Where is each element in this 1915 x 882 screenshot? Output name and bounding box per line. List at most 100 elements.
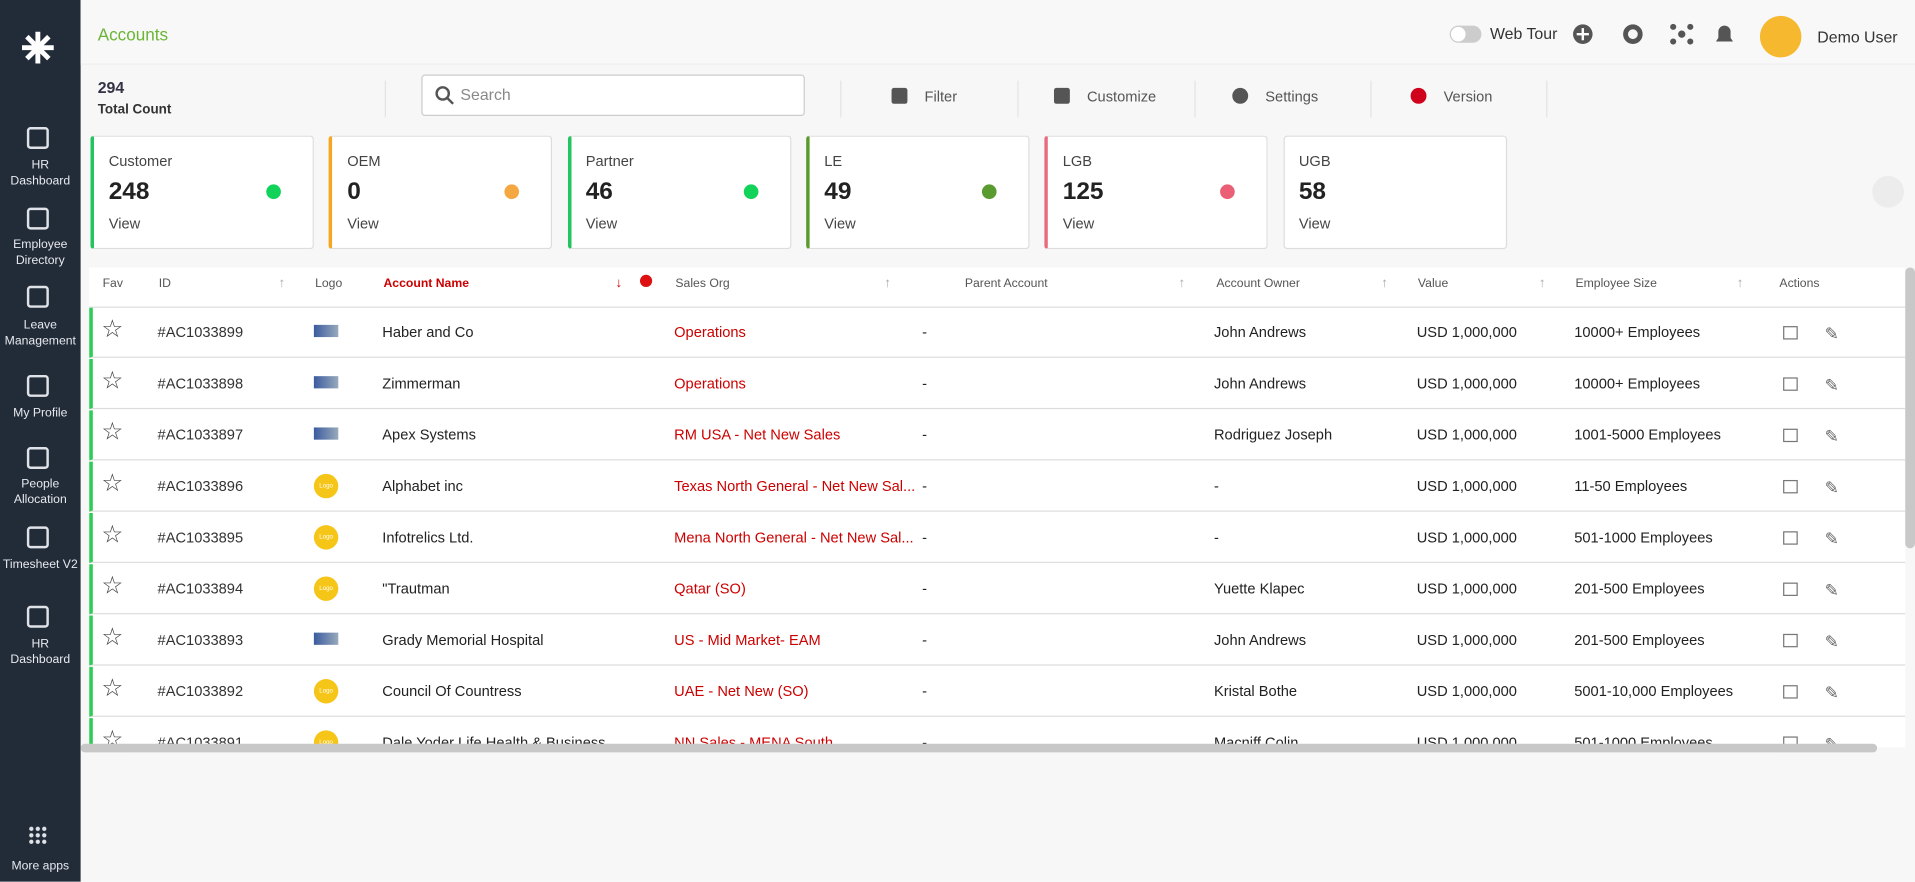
sidebar-item[interactable]: Timesheet V2 [2, 558, 78, 572]
fav-star[interactable]: ☆ [101, 418, 124, 446]
fav-star[interactable]: ☆ [101, 675, 124, 703]
column-header[interactable]: Employee Size [1575, 277, 1657, 291]
account-name[interactable]: Infotrelics Ltd. [382, 528, 474, 546]
fav-star[interactable]: ☆ [101, 316, 124, 344]
fav-star[interactable]: ☆ [101, 470, 124, 498]
app-logo [21, 31, 54, 64]
fav-star[interactable]: ☆ [101, 367, 124, 395]
sidebar-icon[interactable] [26, 605, 49, 628]
sidebar-item[interactable]: People Allocation [13, 477, 67, 507]
edit-action[interactable]: ✎ [1824, 682, 1839, 703]
card-link[interactable]: View [585, 214, 618, 233]
card-link[interactable]: View [824, 214, 856, 233]
fav-star[interactable]: ☆ [101, 572, 124, 600]
sales-org: Mena North General - Net New Sal... [674, 528, 914, 546]
column-header[interactable]: ID [158, 277, 171, 291]
avatar[interactable] [1759, 15, 1802, 58]
view-action[interactable] [1783, 531, 1798, 545]
column-header[interactable]: Sales Org [675, 277, 730, 291]
edit-action[interactable]: ✎ [1824, 528, 1839, 549]
account-name[interactable]: Grady Memorial Hospital [382, 631, 544, 649]
card-link[interactable]: View [108, 214, 141, 233]
edit-action[interactable]: ✎ [1824, 426, 1839, 446]
edit-action[interactable]: ✎ [1824, 580, 1839, 600]
table-row[interactable]: ☆ #AC1033895 Logo Infotrelics Ltd. Mena Nort… [89, 512, 1906, 564]
header-icons[interactable] [1571, 22, 1742, 46]
sidebar-icon[interactable] [26, 207, 49, 230]
view-action[interactable] [1783, 685, 1798, 699]
account-name[interactable]: Haber and Co [382, 323, 474, 341]
view-action[interactable] [1783, 428, 1798, 443]
user-name[interactable]: Demo User [1817, 28, 1898, 47]
toolbar-button[interactable]: Version [1443, 87, 1493, 106]
fav-star[interactable]: ☆ [101, 521, 124, 549]
search-box[interactable]: Search [421, 74, 805, 117]
account-name[interactable]: Apex Systems [382, 426, 476, 444]
more-apps-icon[interactable] [28, 825, 48, 846]
sidebar-icon[interactable] [26, 127, 49, 149]
card-link[interactable]: View [1062, 214, 1095, 233]
column-header[interactable]: Logo [315, 277, 343, 291]
clear-sort[interactable] [639, 274, 653, 288]
account-name[interactable]: "Trautman [382, 580, 450, 598]
sidebar-icon[interactable] [26, 285, 49, 308]
summary-card[interactable]: UGB 58 View [1282, 135, 1507, 250]
sidebar-icon[interactable] [26, 526, 49, 549]
toolbar-icon[interactable] [1232, 87, 1249, 104]
toolbar-button[interactable]: Customize [1086, 87, 1157, 106]
summary-card[interactable]: Partner 46 View [567, 135, 791, 250]
sidebar-item[interactable]: HR Dashboard [10, 637, 71, 667]
summary-card[interactable]: Customer 248 View [90, 135, 314, 250]
logo-image [313, 632, 339, 645]
summary-card[interactable]: LE 49 View [805, 135, 1030, 250]
v-scrollbar[interactable] [1905, 267, 1915, 549]
view-action[interactable] [1783, 326, 1798, 340]
sidebar-item[interactable]: Leave Management [4, 318, 76, 349]
account-name[interactable]: Council Of Countress [382, 682, 522, 700]
card-link[interactable]: View [347, 214, 379, 233]
sidebar-icon[interactable] [26, 446, 49, 469]
column-header[interactable]: Account Name [383, 277, 469, 291]
account-name[interactable]: Alphabet inc [382, 477, 463, 495]
account-name[interactable]: Zimmerman [382, 374, 461, 393]
table-row[interactable]: ☆ #AC1033896 Logo Alphabet inc Texas North G… [89, 461, 1906, 512]
edit-action[interactable]: ✎ [1824, 323, 1839, 344]
toolbar-button[interactable]: Settings [1265, 87, 1319, 106]
fav-star[interactable]: ☆ [101, 726, 124, 748]
column-header[interactable]: Parent Account [964, 277, 1048, 291]
edit-action[interactable]: ✎ [1824, 374, 1839, 395]
table-row[interactable]: ☆ #AC1033899 Haber and Co Operations - John A… [89, 307, 1906, 358]
table-row[interactable]: ☆ #AC1033898 Zimmerman Operations - John Andr… [89, 359, 1906, 410]
view-action[interactable] [1783, 582, 1798, 596]
toolbar-button[interactable]: Filter [924, 87, 958, 106]
sidebar-item[interactable]: My Profile [13, 406, 68, 421]
sidebar-item[interactable]: HR Dashboard [10, 158, 71, 189]
table-row[interactable]: ☆ #AC1033897 Apex Systems RM USA - Net New … [89, 410, 1906, 461]
edit-action[interactable]: ✎ [1824, 477, 1839, 498]
fav-star[interactable]: ☆ [101, 624, 124, 651]
more-apps[interactable]: More apps [11, 859, 70, 874]
toolbar-icon[interactable] [1410, 87, 1427, 104]
web-tour-toggle[interactable] [1449, 25, 1482, 43]
edit-action[interactable]: ✎ [1824, 631, 1839, 651]
summary-card[interactable]: OEM 0 View [328, 135, 553, 250]
view-action[interactable] [1783, 736, 1798, 748]
column-header[interactable]: Value [1417, 277, 1449, 291]
sidebar-icon[interactable] [26, 374, 49, 397]
cards-next[interactable] [1872, 175, 1905, 208]
column-header[interactable]: Account Owner [1216, 277, 1300, 291]
card-link[interactable]: View [1298, 214, 1331, 233]
sidebar-item[interactable]: Employee Directory [13, 238, 68, 268]
toolbar-icon[interactable] [891, 87, 908, 104]
toolbar-icon[interactable] [1053, 87, 1070, 104]
view-action[interactable] [1783, 377, 1798, 391]
summary-card[interactable]: LGB 125 View [1044, 135, 1268, 250]
view-action[interactable] [1783, 479, 1798, 494]
table-row[interactable]: ☆ #AC1033893 Grady Memorial Hospital US - M… [89, 615, 1906, 666]
table-row[interactable]: ☆ #AC1033892 Logo Council Of Countress UAE -… [89, 666, 1906, 717]
column-header[interactable]: Actions [1779, 277, 1820, 291]
table-row[interactable]: ☆ #AC1033894 Logo "Trautman Qatar (SO) - Yuett… [89, 564, 1906, 615]
h-scrollbar[interactable] [80, 743, 1878, 753]
column-header[interactable]: Fav [102, 277, 123, 291]
view-action[interactable] [1783, 633, 1798, 648]
